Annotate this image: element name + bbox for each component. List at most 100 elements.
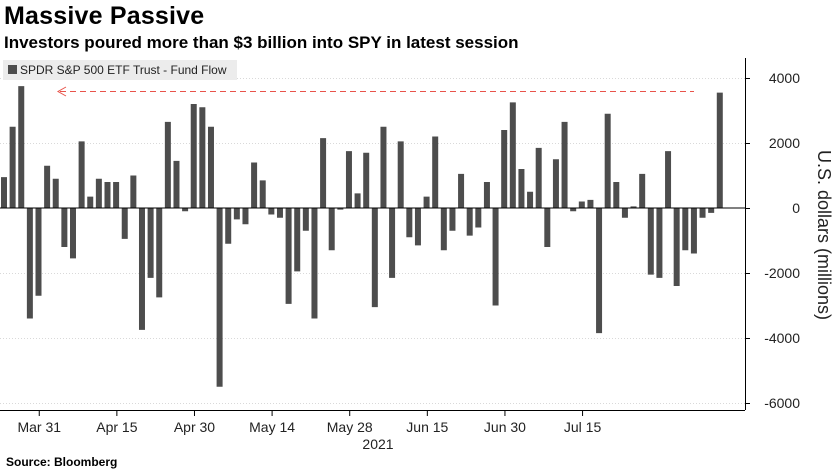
source-note: Source: Bloomberg [6,455,118,469]
bar [87,196,94,209]
bar [604,113,611,208]
y-axis-label: U.S. dollars (millions) [814,150,834,320]
bar [337,208,344,210]
x-tick-label: Apr 30 [174,419,215,435]
bar [78,141,85,209]
x-tick-label: May 28 [327,419,373,435]
bar [708,208,715,213]
bar [501,130,508,208]
bar [113,182,120,208]
bar [587,199,594,209]
bar [449,208,456,231]
bar [656,208,663,278]
bar [285,208,292,304]
bar [18,86,25,209]
bar [432,136,439,208]
bar [578,201,585,208]
bar [483,182,490,208]
y-tick-label: 4000 [769,70,800,86]
bar [225,208,232,244]
bar [69,208,76,259]
bar [259,180,266,209]
bar [320,138,327,209]
bar [207,126,214,208]
x-tick-label: Jul 15 [564,419,602,435]
bar [414,208,421,246]
bar [492,208,499,306]
chart-title: Massive Passive [4,2,205,30]
bar [475,208,482,228]
bar [380,126,387,208]
legend-swatch [8,65,17,74]
bar [104,182,111,208]
bar [535,147,542,209]
bar [544,208,551,247]
bar [147,208,154,278]
x-tick-label: Jun 15 [406,419,448,435]
bar [363,152,370,208]
bar [354,193,361,209]
bar [138,208,145,330]
bar [440,208,447,251]
bar [621,208,628,218]
bar [233,208,240,220]
bar [35,208,42,296]
bar [518,169,525,208]
y-tick-label: -6000 [764,395,800,411]
bar [552,159,559,208]
legend-background [3,60,237,80]
reference-arrow-icon [56,86,67,97]
bar [311,208,318,319]
bar [458,173,465,209]
bar [121,208,128,239]
x-axis-ticks: Mar 31 Apr 15 Apr 30 May 14 May 28 Jun 15 Jun … [17,410,601,435]
bar [242,208,249,225]
bar [371,208,378,308]
bar [216,208,223,387]
bar [294,208,301,272]
y-tick-label: -2000 [764,265,800,281]
bar [596,208,603,334]
bar [639,173,646,209]
bar [251,162,258,208]
bar [164,121,171,209]
bar [466,208,473,236]
bar [397,141,404,209]
bar [9,126,16,208]
y-tick-label: 0 [792,200,800,216]
bar [182,208,189,212]
chart-subtitle: Investors poured more than $3 billion in… [4,33,519,52]
bar [665,151,672,209]
x-tick-label: Apr 15 [96,419,137,435]
bar [570,208,577,212]
legend-label: SPDR S&P 500 ETF Trust - Fund Flow [20,63,227,77]
bar [561,121,568,209]
x-tick-label: May 14 [249,419,295,435]
bar [699,208,706,218]
bar [389,208,396,278]
bar [268,208,275,215]
bar [302,208,309,231]
chart-bars [1,86,723,387]
x-tick-label: Jun 30 [484,419,526,435]
bar [26,208,33,319]
y-tick-label: -4000 [764,330,800,346]
bar [345,151,352,209]
bar [328,208,335,251]
bar [61,208,68,247]
bar [630,206,637,209]
bar [190,104,197,208]
bar [1,177,7,209]
bar [44,165,51,208]
bar [682,208,689,251]
y-tick-label: 2000 [769,135,800,151]
x-year-label: 2021 [362,436,393,452]
bar [52,178,59,208]
bar [647,208,654,275]
y-axis-ticks: 4000 2000 0 -2000 -4000 -6000 [745,70,800,411]
bar [173,160,180,209]
bar [716,92,723,209]
bar [509,102,516,209]
bar [156,208,163,298]
